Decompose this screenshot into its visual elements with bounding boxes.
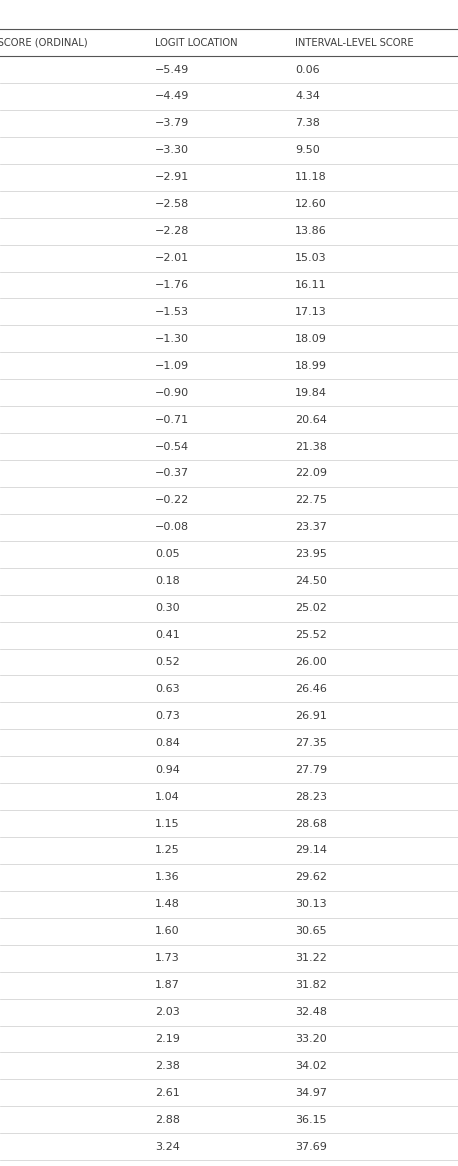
Text: −0.90: −0.90 bbox=[155, 387, 189, 398]
Text: 31.22: 31.22 bbox=[295, 953, 327, 963]
Text: 0.63: 0.63 bbox=[155, 684, 180, 694]
Text: 24.50: 24.50 bbox=[295, 576, 327, 586]
Text: 16.11: 16.11 bbox=[295, 280, 327, 290]
Text: 26.46: 26.46 bbox=[295, 684, 327, 694]
Text: 23.37: 23.37 bbox=[295, 522, 327, 533]
Text: 34.02: 34.02 bbox=[295, 1061, 327, 1070]
Text: −1.09: −1.09 bbox=[155, 360, 189, 371]
Text: ROW SCORE (ORDINAL): ROW SCORE (ORDINAL) bbox=[0, 37, 88, 48]
Text: 26.91: 26.91 bbox=[295, 711, 327, 721]
Text: 37.69: 37.69 bbox=[295, 1142, 327, 1152]
Text: LOGIT LOCATION: LOGIT LOCATION bbox=[155, 37, 237, 48]
Text: 22.75: 22.75 bbox=[295, 496, 327, 505]
Text: 17.13: 17.13 bbox=[295, 307, 327, 317]
Text: 19.84: 19.84 bbox=[295, 387, 327, 398]
Text: 31.82: 31.82 bbox=[295, 981, 327, 990]
Text: 3.24: 3.24 bbox=[155, 1142, 180, 1152]
Text: 30.13: 30.13 bbox=[295, 899, 327, 909]
Text: 28.68: 28.68 bbox=[295, 819, 327, 829]
Text: −0.08: −0.08 bbox=[155, 522, 189, 533]
Text: −2.01: −2.01 bbox=[155, 253, 189, 264]
Text: 2.38: 2.38 bbox=[155, 1061, 180, 1070]
Text: −4.49: −4.49 bbox=[155, 91, 189, 101]
Text: 30.65: 30.65 bbox=[295, 926, 327, 936]
Text: −2.58: −2.58 bbox=[155, 199, 189, 209]
Text: 1.48: 1.48 bbox=[155, 899, 180, 909]
Text: −3.79: −3.79 bbox=[155, 119, 189, 128]
Text: 0.18: 0.18 bbox=[155, 576, 180, 586]
Text: 0.41: 0.41 bbox=[155, 630, 180, 640]
Text: 1.87: 1.87 bbox=[155, 981, 180, 990]
Text: 0.52: 0.52 bbox=[155, 656, 180, 667]
Text: 2.19: 2.19 bbox=[155, 1034, 180, 1044]
Text: 18.99: 18.99 bbox=[295, 360, 327, 371]
Text: 2.61: 2.61 bbox=[155, 1088, 180, 1098]
Text: 7.38: 7.38 bbox=[295, 119, 320, 128]
Text: 12.60: 12.60 bbox=[295, 199, 327, 209]
Text: 33.20: 33.20 bbox=[295, 1034, 327, 1044]
Text: 25.02: 25.02 bbox=[295, 603, 327, 613]
Text: 34.97: 34.97 bbox=[295, 1088, 327, 1098]
Text: 11.18: 11.18 bbox=[295, 173, 327, 182]
Text: −1.30: −1.30 bbox=[155, 333, 189, 344]
Text: 2.03: 2.03 bbox=[155, 1007, 180, 1017]
Text: 0.06: 0.06 bbox=[295, 64, 320, 75]
Text: 0.84: 0.84 bbox=[155, 738, 180, 747]
Text: −0.37: −0.37 bbox=[155, 469, 189, 478]
Text: 26.00: 26.00 bbox=[295, 656, 327, 667]
Text: −2.28: −2.28 bbox=[155, 226, 189, 237]
Text: 27.79: 27.79 bbox=[295, 765, 327, 774]
Text: −3.30: −3.30 bbox=[155, 146, 189, 155]
Text: −0.71: −0.71 bbox=[155, 415, 189, 424]
Text: −1.53: −1.53 bbox=[155, 307, 189, 317]
Text: −2.91: −2.91 bbox=[155, 173, 189, 182]
Text: 1.04: 1.04 bbox=[155, 792, 180, 802]
Text: 4.34: 4.34 bbox=[295, 91, 320, 101]
Text: 0.30: 0.30 bbox=[155, 603, 180, 613]
Text: −0.54: −0.54 bbox=[155, 442, 189, 451]
Text: 23.95: 23.95 bbox=[295, 549, 327, 560]
Text: 36.15: 36.15 bbox=[295, 1115, 327, 1125]
Text: INTERVAL-LEVEL SCORE: INTERVAL-LEVEL SCORE bbox=[295, 37, 414, 48]
Text: 20.64: 20.64 bbox=[295, 415, 327, 424]
Text: 1.15: 1.15 bbox=[155, 819, 180, 829]
Text: 25.52: 25.52 bbox=[295, 630, 327, 640]
Text: 9.50: 9.50 bbox=[295, 146, 320, 155]
Text: 0.73: 0.73 bbox=[155, 711, 180, 721]
Text: −0.22: −0.22 bbox=[155, 496, 189, 505]
Text: 1.73: 1.73 bbox=[155, 953, 180, 963]
Text: 1.25: 1.25 bbox=[155, 845, 180, 856]
Text: 22.09: 22.09 bbox=[295, 469, 327, 478]
Text: −1.76: −1.76 bbox=[155, 280, 189, 290]
Text: 0.94: 0.94 bbox=[155, 765, 180, 774]
Text: 32.48: 32.48 bbox=[295, 1007, 327, 1017]
Text: 21.38: 21.38 bbox=[295, 442, 327, 451]
Text: 0.05: 0.05 bbox=[155, 549, 180, 560]
Text: 1.36: 1.36 bbox=[155, 872, 180, 883]
Text: −5.49: −5.49 bbox=[155, 64, 189, 75]
Text: 28.23: 28.23 bbox=[295, 792, 327, 802]
Text: 2.88: 2.88 bbox=[155, 1115, 180, 1125]
Text: 1.60: 1.60 bbox=[155, 926, 180, 936]
Text: 29.14: 29.14 bbox=[295, 845, 327, 856]
Text: 15.03: 15.03 bbox=[295, 253, 327, 264]
Text: 13.86: 13.86 bbox=[295, 226, 327, 237]
Text: 29.62: 29.62 bbox=[295, 872, 327, 883]
Text: 27.35: 27.35 bbox=[295, 738, 327, 747]
Text: 18.09: 18.09 bbox=[295, 333, 327, 344]
